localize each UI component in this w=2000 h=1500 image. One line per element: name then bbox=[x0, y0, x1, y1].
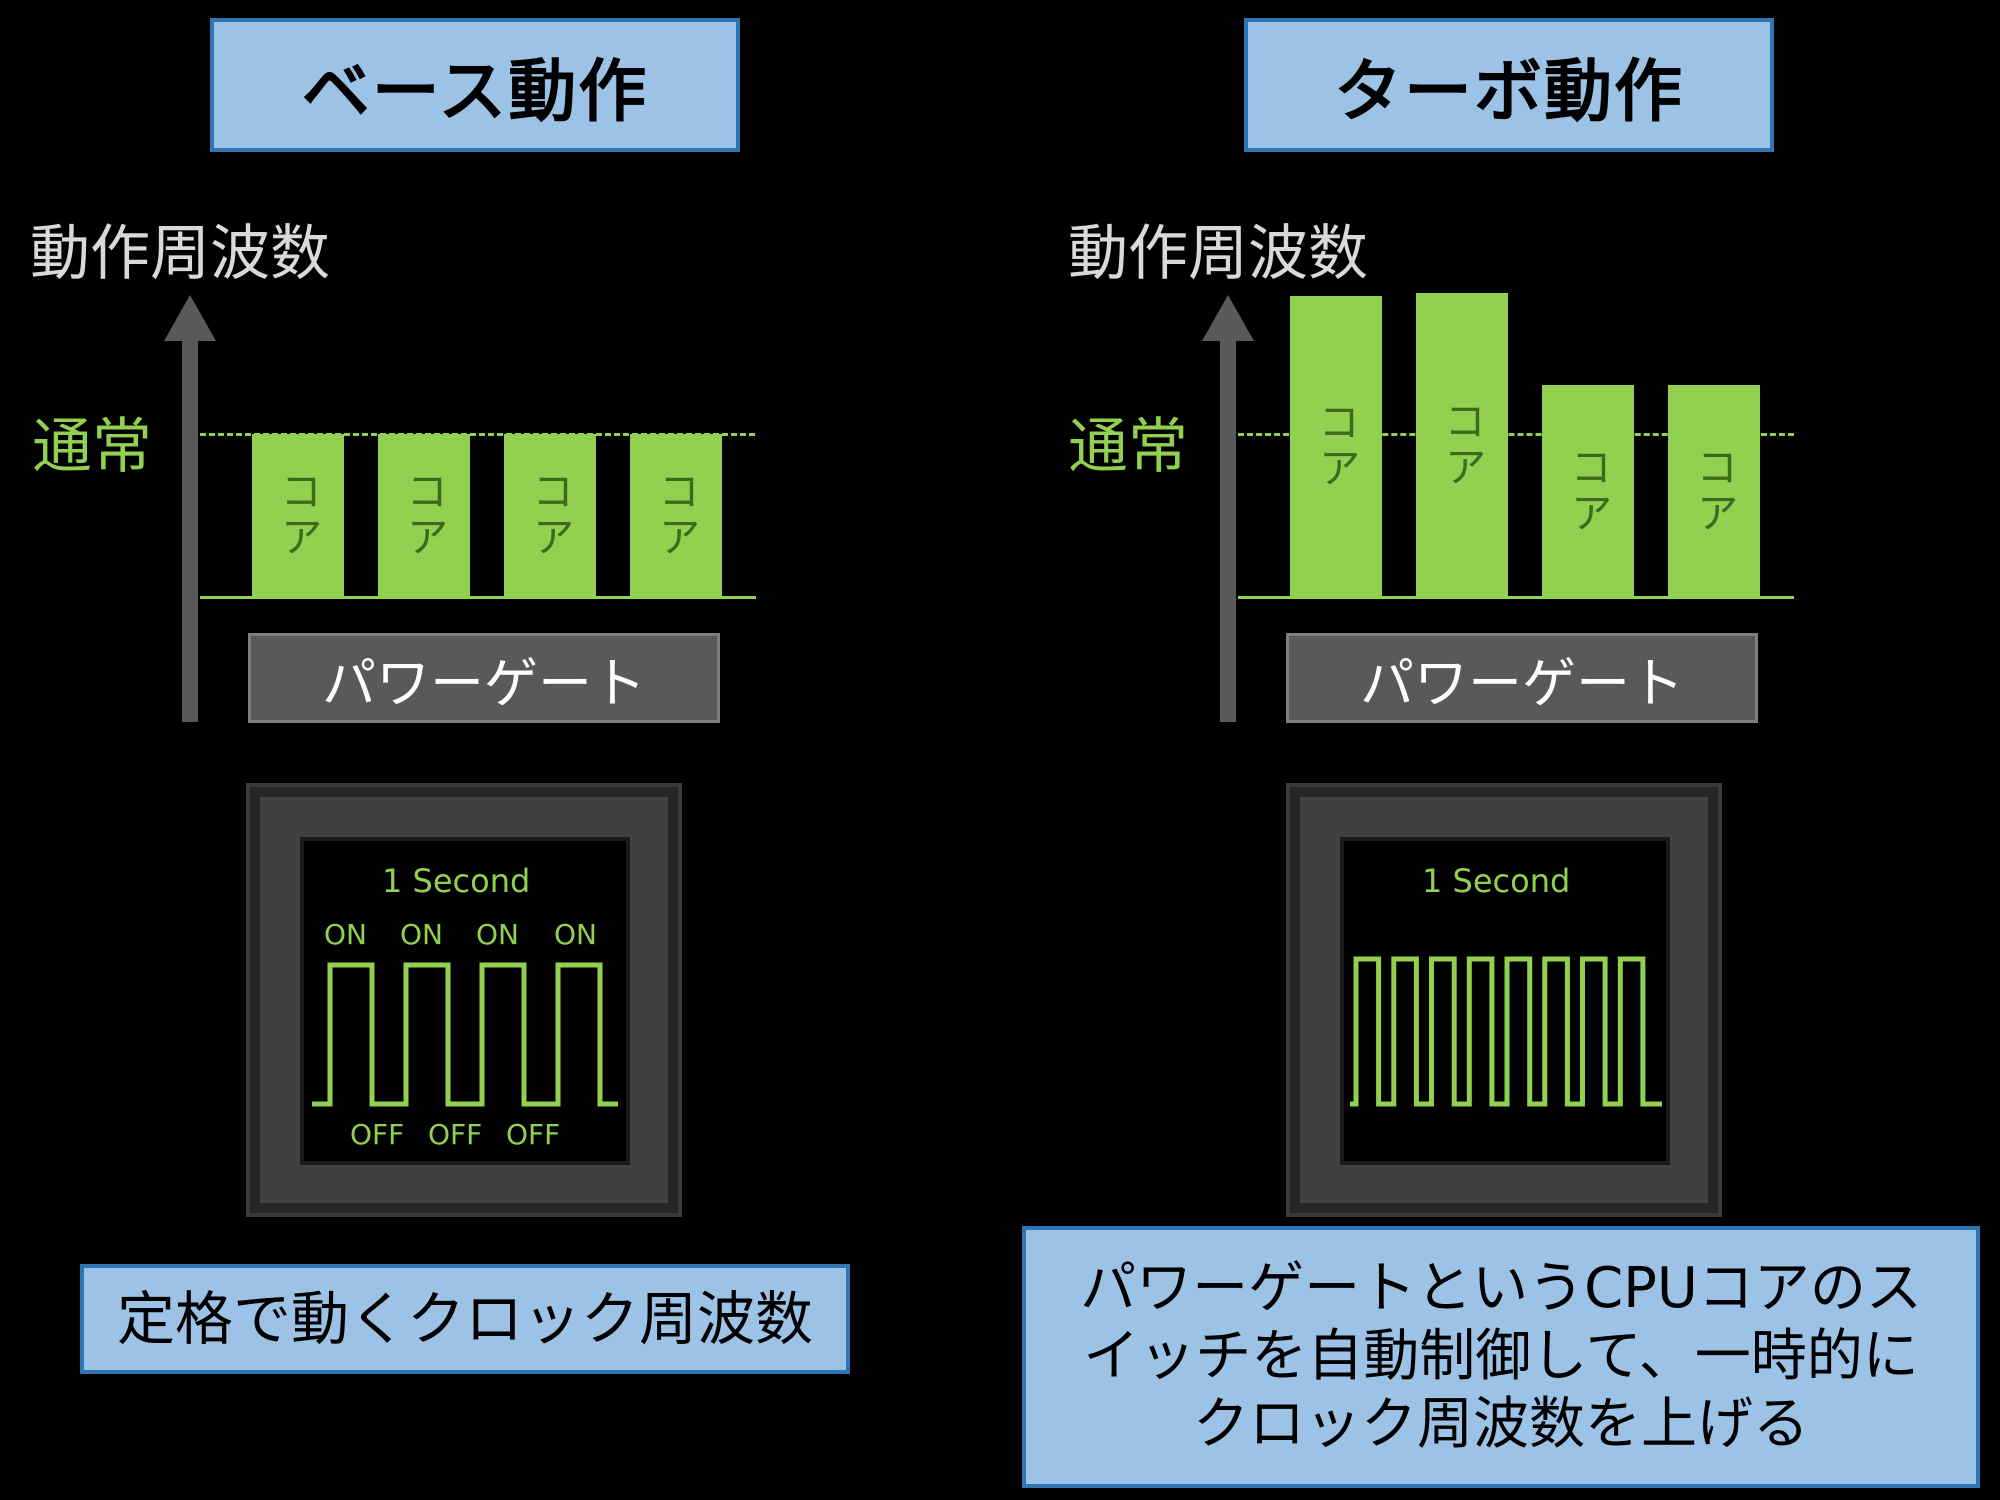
base-axis-arrowhead bbox=[164, 295, 216, 341]
base-off-label-1: OFF bbox=[350, 1118, 405, 1151]
turbo-baseline bbox=[1238, 596, 1794, 599]
base-on-label-3: ON bbox=[476, 918, 519, 951]
turbo-caption-line-3: クロック周波数を上げる bbox=[1192, 1392, 1809, 1457]
turbo-core-bar-2: コア bbox=[1416, 293, 1508, 596]
turbo-core-bar-4: コア bbox=[1668, 385, 1760, 596]
turbo-axis-arrowhead bbox=[1202, 295, 1254, 341]
turbo-core-label-4: コア bbox=[1690, 444, 1739, 537]
base-normal-label: 通常 bbox=[32, 412, 152, 482]
base-on-label-1: ON bbox=[324, 918, 367, 951]
turbo-caption: パワーゲートというCPUコアのス イッチを自動制御して、一時的に クロック周波数… bbox=[1022, 1226, 1980, 1488]
base-core-bar-3: コア bbox=[504, 434, 596, 596]
base-clock-waveform bbox=[312, 962, 618, 1107]
base-off-label-2: OFF bbox=[428, 1118, 483, 1151]
base-off-label-3: OFF bbox=[506, 1118, 561, 1151]
base-core-bar-2: コア bbox=[378, 434, 470, 596]
base-core-bar-1: コア bbox=[252, 434, 344, 596]
turbo-normal-label: 通常 bbox=[1068, 412, 1188, 482]
base-title: ベース動作 bbox=[210, 18, 740, 152]
base-axis-line bbox=[182, 338, 198, 722]
base-caption: 定格で動くクロック周波数 bbox=[80, 1264, 850, 1374]
turbo-caption-line-2: イッチを自動制御して、一時的に bbox=[1083, 1324, 1919, 1389]
base-core-label-3: コア bbox=[526, 469, 575, 561]
turbo-core-label-1: コア bbox=[1312, 400, 1361, 492]
turbo-axis-line bbox=[1220, 338, 1236, 722]
base-core-label-4: コア bbox=[652, 469, 701, 561]
turbo-scope-title: 1 Second bbox=[1422, 862, 1571, 900]
turbo-caption-line-1: パワーゲートというCPUコアのス bbox=[1080, 1256, 1922, 1321]
turbo-axis-label: 動作周波数 bbox=[1068, 219, 1368, 289]
turbo-clock-waveform bbox=[1350, 956, 1662, 1107]
base-on-label-2: ON bbox=[400, 918, 443, 951]
base-axis-label: 動作周波数 bbox=[30, 219, 330, 289]
base-scope-title: 1 Second bbox=[382, 862, 531, 900]
turbo-core-bar-3: コア bbox=[1542, 385, 1634, 596]
base-core-label-2: コア bbox=[400, 469, 449, 561]
turbo-normal-line bbox=[1238, 433, 1794, 436]
turbo-title: ターボ動作 bbox=[1244, 18, 1774, 152]
turbo-core-label-2: コア bbox=[1438, 398, 1487, 491]
base-on-label-4: ON bbox=[554, 918, 597, 951]
turbo-core-label-3: コア bbox=[1564, 444, 1613, 537]
base-scope-screen bbox=[300, 837, 630, 1165]
base-baseline bbox=[200, 596, 756, 599]
base-core-label-1: コア bbox=[274, 469, 323, 561]
turbo-core-bar-1: コア bbox=[1290, 296, 1382, 596]
base-core-bar-4: コア bbox=[630, 434, 722, 596]
turbo-power-gate: パワーゲート bbox=[1286, 633, 1758, 723]
base-normal-line bbox=[200, 433, 755, 436]
base-power-gate: パワーゲート bbox=[248, 633, 720, 723]
